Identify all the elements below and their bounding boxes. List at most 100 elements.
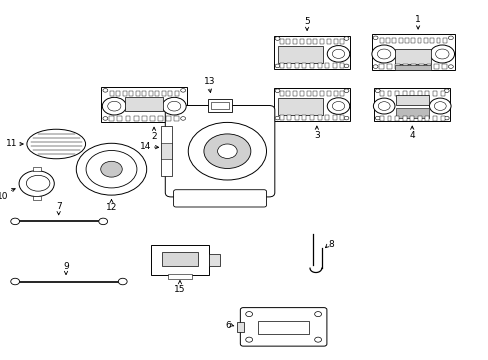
Bar bbox=[436, 38, 440, 43]
Circle shape bbox=[375, 89, 380, 93]
FancyBboxPatch shape bbox=[173, 190, 266, 207]
Bar bbox=[273, 36, 349, 69]
Bar bbox=[161, 143, 172, 159]
Bar bbox=[394, 49, 430, 64]
Bar bbox=[150, 116, 155, 121]
Text: 9: 9 bbox=[63, 262, 69, 271]
Text: 8: 8 bbox=[328, 240, 334, 249]
Bar bbox=[207, 99, 232, 112]
Text: 3: 3 bbox=[313, 131, 319, 140]
Bar bbox=[402, 91, 406, 96]
Bar bbox=[340, 115, 344, 120]
Bar bbox=[433, 64, 438, 69]
Bar bbox=[129, 91, 133, 96]
Bar bbox=[386, 116, 390, 121]
Circle shape bbox=[433, 102, 445, 111]
Circle shape bbox=[188, 122, 266, 180]
Circle shape bbox=[274, 64, 279, 68]
Bar bbox=[440, 116, 444, 121]
Bar bbox=[117, 116, 122, 121]
Circle shape bbox=[76, 143, 146, 195]
Bar bbox=[417, 91, 421, 96]
Circle shape bbox=[86, 150, 137, 188]
Text: 7: 7 bbox=[56, 202, 61, 211]
Bar bbox=[391, 38, 395, 43]
Bar bbox=[317, 63, 321, 68]
Bar bbox=[410, 64, 415, 69]
Circle shape bbox=[167, 101, 181, 111]
Bar bbox=[402, 64, 407, 69]
Bar bbox=[340, 91, 344, 96]
Bar bbox=[313, 91, 317, 96]
Circle shape bbox=[162, 97, 186, 115]
Circle shape bbox=[203, 134, 250, 168]
Text: 1: 1 bbox=[414, 15, 420, 24]
Bar bbox=[125, 97, 163, 111]
Circle shape bbox=[274, 37, 279, 40]
Bar bbox=[326, 39, 330, 44]
Bar bbox=[417, 38, 421, 43]
Circle shape bbox=[11, 278, 20, 285]
Bar bbox=[332, 63, 336, 68]
Text: 12: 12 bbox=[105, 203, 117, 212]
Circle shape bbox=[428, 98, 450, 114]
Bar bbox=[293, 39, 297, 44]
Bar bbox=[168, 91, 172, 96]
Bar bbox=[417, 116, 421, 121]
Bar bbox=[162, 91, 165, 96]
Circle shape bbox=[377, 49, 390, 59]
Bar bbox=[168, 274, 191, 279]
Circle shape bbox=[107, 101, 121, 111]
Bar bbox=[326, 91, 330, 96]
Bar bbox=[379, 116, 383, 121]
Circle shape bbox=[373, 98, 394, 114]
Bar bbox=[279, 63, 283, 68]
Bar bbox=[395, 95, 428, 105]
Bar bbox=[340, 63, 344, 68]
Circle shape bbox=[375, 116, 380, 120]
Circle shape bbox=[102, 97, 126, 115]
Circle shape bbox=[103, 89, 107, 92]
Circle shape bbox=[245, 337, 252, 342]
Bar bbox=[133, 116, 138, 121]
Text: 5: 5 bbox=[304, 17, 309, 26]
Bar bbox=[426, 64, 430, 69]
Circle shape bbox=[101, 161, 122, 177]
Bar bbox=[394, 64, 399, 69]
Bar bbox=[237, 322, 244, 332]
Bar bbox=[109, 116, 114, 121]
Bar bbox=[325, 63, 328, 68]
Text: 13: 13 bbox=[203, 77, 215, 86]
Circle shape bbox=[314, 311, 321, 317]
Bar bbox=[174, 116, 179, 121]
Circle shape bbox=[344, 37, 348, 40]
Circle shape bbox=[429, 45, 454, 63]
Bar bbox=[320, 39, 324, 44]
Bar bbox=[395, 108, 428, 118]
Circle shape bbox=[371, 45, 396, 63]
Circle shape bbox=[443, 116, 448, 120]
Circle shape bbox=[447, 65, 452, 68]
Ellipse shape bbox=[19, 171, 54, 197]
Bar bbox=[325, 115, 328, 120]
Bar bbox=[277, 98, 323, 115]
Text: 10: 10 bbox=[0, 192, 9, 201]
Circle shape bbox=[11, 218, 20, 225]
Bar bbox=[418, 64, 423, 69]
Circle shape bbox=[245, 311, 252, 317]
Bar bbox=[277, 46, 323, 63]
Bar bbox=[33, 196, 41, 200]
Bar bbox=[302, 115, 305, 120]
Bar bbox=[287, 63, 290, 68]
Circle shape bbox=[180, 117, 185, 120]
Circle shape bbox=[447, 36, 452, 40]
Bar bbox=[273, 88, 349, 121]
Bar bbox=[306, 91, 310, 96]
Bar bbox=[394, 91, 398, 96]
Text: 15: 15 bbox=[174, 285, 185, 294]
Bar bbox=[374, 88, 449, 121]
FancyBboxPatch shape bbox=[165, 105, 274, 197]
Bar bbox=[409, 116, 413, 121]
Bar bbox=[440, 91, 444, 96]
Bar bbox=[313, 39, 317, 44]
